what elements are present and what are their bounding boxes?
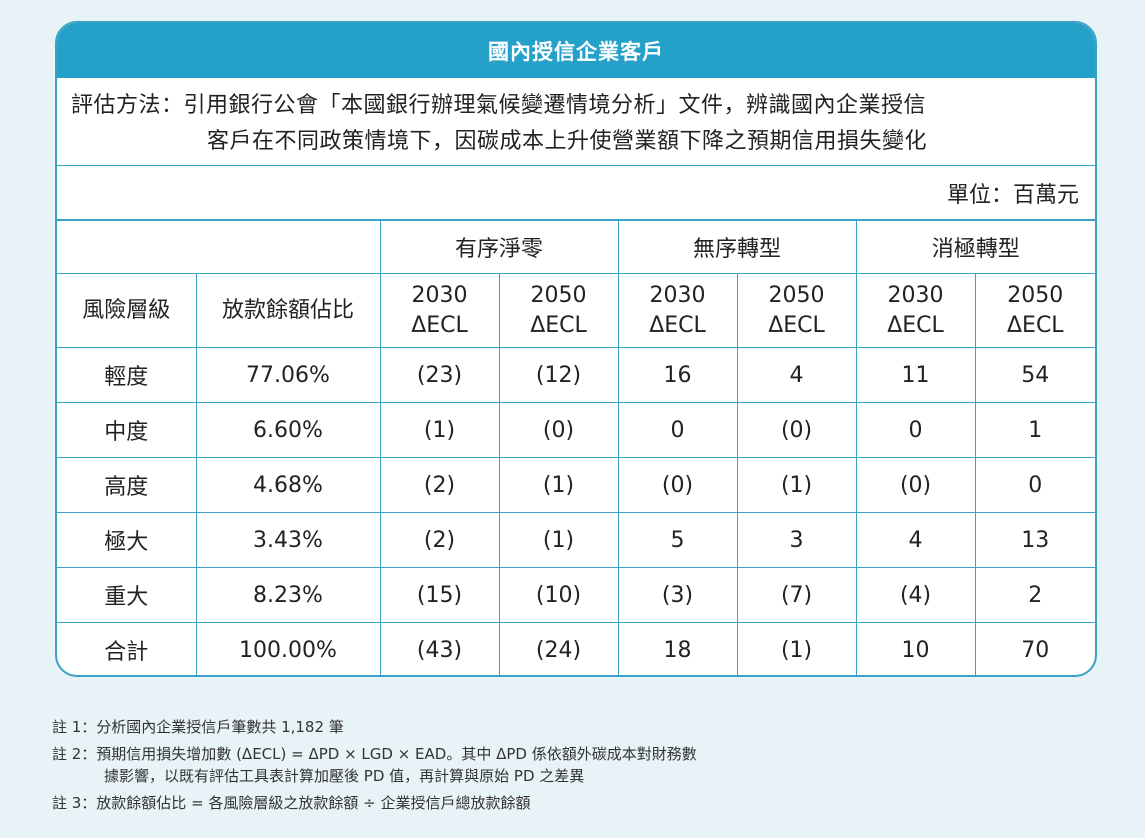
ecl-cell: (15) bbox=[379, 567, 500, 623]
ecl-cell: (1) bbox=[736, 457, 857, 513]
header-risk-level: 風險層級 bbox=[57, 273, 197, 348]
footnote-2-line-2: 據影響，以既有評估工具表計算加壓後 PD 值，再計算與原始 PD 之差異 bbox=[104, 767, 585, 785]
ecl-cell: (1) bbox=[379, 402, 500, 458]
loan-ratio-cell: 100.00% bbox=[195, 622, 381, 675]
ecl-cell: (7) bbox=[736, 567, 857, 623]
risk-level-cell: 合計 bbox=[57, 622, 197, 675]
ecl-cell: 0 bbox=[974, 457, 1095, 513]
header-col-5: 2030 ΔECL bbox=[855, 273, 976, 348]
scenario-disorderly-transition: 無序轉型 bbox=[617, 220, 857, 274]
ecl-table: 有序淨零 無序轉型 消極轉型 風險層級 放款餘額佔比 2030 ΔECL 2050… bbox=[57, 220, 1095, 675]
header-year: 2050 bbox=[768, 282, 825, 308]
header-col-3: 2030 ΔECL bbox=[617, 273, 738, 348]
header-metric: ΔECL bbox=[768, 312, 825, 338]
header-metric: ΔECL bbox=[1007, 312, 1064, 338]
ecl-cell: 0 bbox=[617, 402, 738, 458]
ecl-cell: (10) bbox=[498, 567, 619, 623]
footnote-2: 註 2：預期信用損失增加數 (ΔECL) = ΔPD × LGD × EAD。其… bbox=[52, 743, 1112, 787]
ecl-cell: (0) bbox=[736, 402, 857, 458]
table-row: 重大 8.23% (15) (10) (3) (7) (4) 2 bbox=[57, 567, 1095, 623]
ecl-cell: (0) bbox=[498, 402, 619, 458]
footnote-1: 註 1：分析國內企業授信戶筆數共 1,182 筆 bbox=[52, 718, 344, 736]
header-metric: ΔECL bbox=[887, 312, 944, 338]
header-col-1: 2030 ΔECL bbox=[379, 273, 500, 348]
header-col-4: 2050 ΔECL bbox=[736, 273, 857, 348]
ecl-cell: 18 bbox=[617, 622, 738, 675]
ecl-cell: 0 bbox=[855, 402, 976, 458]
ecl-cell: (24) bbox=[498, 622, 619, 675]
loan-ratio-cell: 3.43% bbox=[195, 512, 381, 568]
header-col-6: 2050 ΔECL bbox=[974, 273, 1095, 348]
corner-cell bbox=[57, 220, 381, 274]
ecl-cell: 13 bbox=[974, 512, 1095, 568]
ecl-cell: (1) bbox=[736, 622, 857, 675]
ecl-cell: (1) bbox=[498, 457, 619, 513]
assessment-method: 評估方法：引用銀行公會「本國銀行辦理氣候變遷情境分析」文件，辨識國內企業授信 客… bbox=[57, 78, 1095, 166]
risk-level-cell: 中度 bbox=[57, 402, 197, 458]
table-row: 高度 4.68% (2) (1) (0) (1) (0) 0 bbox=[57, 457, 1095, 513]
header-year: 2030 bbox=[649, 282, 706, 308]
method-line-2: 客戶在不同政策情境下，因碳成本上升使營業額下降之預期信用損失變化 bbox=[207, 129, 928, 154]
footnote-2-line-1: 註 2：預期信用損失增加數 (ΔECL) = ΔPD × LGD × EAD。其… bbox=[52, 745, 697, 763]
ecl-cell: (23) bbox=[379, 347, 500, 403]
ecl-cell: 70 bbox=[974, 622, 1095, 675]
risk-level-cell: 重大 bbox=[57, 567, 197, 623]
ecl-cell: 54 bbox=[974, 347, 1095, 403]
table-row: 中度 6.60% (1) (0) 0 (0) 0 1 bbox=[57, 402, 1095, 458]
ecl-cell: (12) bbox=[498, 347, 619, 403]
ecl-cell: 16 bbox=[617, 347, 738, 403]
header-loan-ratio: 放款餘額佔比 bbox=[195, 273, 381, 348]
footnotes: 註 1：分析國內企業授信戶筆數共 1,182 筆 註 2：預期信用損失增加數 (… bbox=[52, 716, 1112, 819]
ecl-cell: (0) bbox=[617, 457, 738, 513]
ecl-cell: (2) bbox=[379, 512, 500, 568]
ecl-cell: (1) bbox=[498, 512, 619, 568]
ecl-cell: 2 bbox=[974, 567, 1095, 623]
ecl-cell: (3) bbox=[617, 567, 738, 623]
risk-level-cell: 高度 bbox=[57, 457, 197, 513]
ecl-cell: 4 bbox=[736, 347, 857, 403]
loan-ratio-cell: 77.06% bbox=[195, 347, 381, 403]
ecl-cell: 1 bbox=[974, 402, 1095, 458]
table-title: 國內授信企業客戶 bbox=[57, 23, 1095, 78]
ecl-cell: (43) bbox=[379, 622, 500, 675]
ecl-cell: 11 bbox=[855, 347, 976, 403]
risk-level-cell: 極大 bbox=[57, 512, 197, 568]
ecl-cell: 5 bbox=[617, 512, 738, 568]
ecl-cell: (4) bbox=[855, 567, 976, 623]
table-row: 輕度 77.06% (23) (12) 16 4 11 54 bbox=[57, 347, 1095, 403]
header-year: 2050 bbox=[530, 282, 587, 308]
header-metric: ΔECL bbox=[411, 312, 468, 338]
table-row: 極大 3.43% (2) (1) 5 3 4 13 bbox=[57, 512, 1095, 568]
scenario-passive-transition: 消極轉型 bbox=[855, 220, 1095, 274]
loan-ratio-cell: 8.23% bbox=[195, 567, 381, 623]
ecl-cell: (2) bbox=[379, 457, 500, 513]
ecl-cell: 10 bbox=[855, 622, 976, 675]
total-row: 合計 100.00% (43) (24) 18 (1) 10 70 bbox=[57, 622, 1095, 675]
loan-ratio-cell: 4.68% bbox=[195, 457, 381, 513]
header-year: 2030 bbox=[411, 282, 468, 308]
footnote-3: 註 3：放款餘額佔比 = 各風險層級之放款餘額 ÷ 企業授信戶總放款餘額 bbox=[52, 794, 531, 812]
loan-ratio-cell: 6.60% bbox=[195, 402, 381, 458]
scenario-orderly-net-zero: 有序淨零 bbox=[379, 220, 619, 274]
header-metric: ΔECL bbox=[530, 312, 587, 338]
unit-label: 單位：百萬元 bbox=[57, 166, 1095, 220]
ecl-cell: 3 bbox=[736, 512, 857, 568]
risk-level-cell: 輕度 bbox=[57, 347, 197, 403]
ecl-table-card: 國內授信企業客戶 評估方法：引用銀行公會「本國銀行辦理氣候變遷情境分析」文件，辨… bbox=[55, 21, 1097, 677]
header-col-2: 2050 ΔECL bbox=[498, 273, 619, 348]
header-year: 2050 bbox=[1007, 282, 1064, 308]
ecl-cell: (0) bbox=[855, 457, 976, 513]
header-year: 2030 bbox=[887, 282, 944, 308]
ecl-cell: 4 bbox=[855, 512, 976, 568]
method-line-1: 評估方法：引用銀行公會「本國銀行辦理氣候變遷情境分析」文件，辨識國內企業授信 bbox=[71, 93, 927, 118]
header-metric: ΔECL bbox=[649, 312, 706, 338]
